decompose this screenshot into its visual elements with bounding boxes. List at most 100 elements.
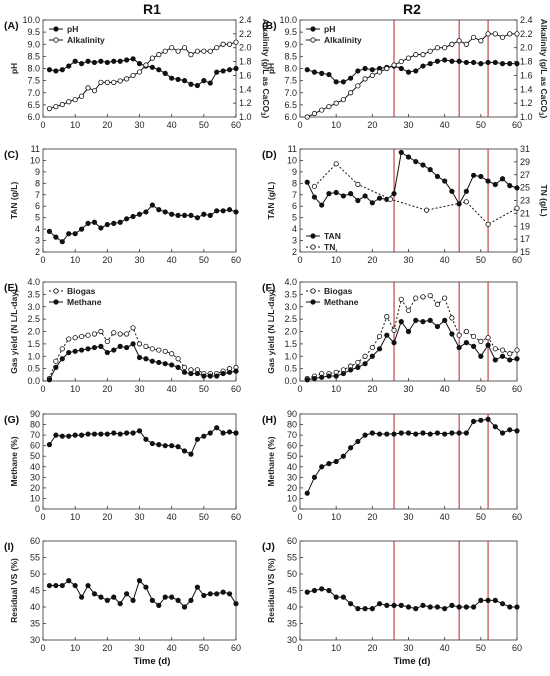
- panel-g: (G)0 10 20 30 40 50 600102030405060708090Metha…: [4, 409, 241, 522]
- column-title-r1: R1: [143, 1, 161, 17]
- data-point: [143, 584, 149, 590]
- data-point: [169, 351, 175, 357]
- data-point: [319, 107, 325, 113]
- data-point: [162, 348, 168, 354]
- x-tick-label: 20: [102, 643, 112, 653]
- data-point: [111, 58, 117, 64]
- data-point: [507, 357, 513, 363]
- data-point: [369, 344, 375, 351]
- data-point: [434, 604, 441, 610]
- y2-tick-label: 2.4: [239, 15, 252, 25]
- y-axis-title: TAN (g/L): [9, 182, 19, 220]
- data-point: [226, 429, 233, 435]
- data-point: [124, 331, 130, 337]
- data-point: [226, 591, 233, 597]
- data-point: [175, 212, 181, 218]
- data-point: [470, 343, 477, 349]
- data-point: [156, 207, 162, 213]
- x-tick-label: 30: [403, 255, 413, 265]
- x-tick-label: 50: [199, 120, 209, 130]
- y-tick-label: 5: [35, 213, 40, 223]
- data-point: [449, 41, 455, 47]
- data-point: [355, 438, 361, 445]
- y-tick-label: 30: [30, 472, 40, 482]
- data-point: [348, 90, 354, 96]
- y-tick-label: 0.5: [284, 364, 297, 374]
- data-point: [66, 577, 72, 584]
- data-point: [201, 48, 207, 54]
- data-point: [514, 428, 520, 434]
- data-point: [311, 474, 318, 480]
- data-point: [304, 114, 310, 120]
- data-point: [85, 85, 91, 91]
- y2-tick-label: 25: [520, 183, 530, 193]
- series-ph: [304, 57, 520, 85]
- data-point: [514, 347, 520, 353]
- data-point: [98, 79, 104, 85]
- data-point: [492, 31, 498, 37]
- y-tick-label: 70: [30, 430, 40, 440]
- x-tick-label: 0: [297, 384, 302, 394]
- data-point: [340, 79, 346, 85]
- data-point: [53, 582, 59, 589]
- y-tick-label: 60: [30, 441, 40, 451]
- data-point: [181, 45, 188, 51]
- x-tick-label: 30: [134, 643, 144, 653]
- data-point: [194, 436, 200, 442]
- y-tick-label: 1.5: [284, 339, 297, 349]
- data-point: [449, 430, 455, 436]
- series-line: [49, 427, 237, 455]
- series-tan: [46, 202, 239, 245]
- data-point: [485, 597, 491, 604]
- y-tick-label: 9: [35, 167, 40, 177]
- legend-label: Methane: [324, 297, 359, 307]
- y-tick-label: 40: [287, 462, 297, 472]
- panel-letter: (C): [4, 149, 19, 161]
- y-tick-label: 6: [35, 201, 40, 211]
- y-tick-label: 4: [35, 224, 40, 234]
- y-tick-label: 0.0: [284, 376, 297, 386]
- y-tick-label: 60: [287, 441, 297, 451]
- y-tick-label: 55: [30, 553, 40, 563]
- y2-tick-label: 2.2: [239, 29, 252, 39]
- data-point: [91, 591, 98, 597]
- data-point: [405, 69, 412, 75]
- data-point: [348, 601, 354, 607]
- data-point: [405, 430, 412, 436]
- legend-marker: [310, 26, 316, 32]
- data-point: [188, 52, 194, 58]
- data-point: [214, 425, 220, 431]
- y2-tick-label: 27: [520, 170, 530, 180]
- data-point: [59, 356, 65, 362]
- data-point: [398, 602, 404, 608]
- data-point: [149, 358, 155, 364]
- data-point: [136, 428, 143, 434]
- data-point: [405, 328, 412, 335]
- data-point: [143, 343, 149, 349]
- legend-marker: [53, 26, 59, 32]
- data-point: [485, 178, 491, 184]
- y2-tick-label: 2.0: [239, 43, 252, 53]
- data-point: [220, 589, 226, 595]
- data-point: [201, 433, 207, 439]
- y-axis-title: Residual VS (%): [9, 558, 19, 623]
- data-point: [136, 577, 143, 584]
- y-tick-label: 2: [35, 247, 40, 257]
- data-point: [326, 191, 332, 197]
- data-point: [46, 442, 53, 448]
- x-tick-label: 0: [40, 512, 45, 522]
- data-point: [362, 606, 368, 612]
- y-tick-label: 45: [30, 586, 40, 596]
- data-point: [384, 65, 390, 72]
- y-axis-title: pH: [266, 63, 276, 74]
- data-point: [478, 173, 484, 180]
- data-point: [398, 318, 404, 325]
- y-tick-label: 8.5: [27, 51, 40, 61]
- y-tick-label: 0.5: [27, 364, 40, 374]
- data-point: [348, 191, 354, 197]
- data-point: [405, 604, 412, 610]
- data-point: [478, 338, 484, 344]
- data-point: [117, 601, 123, 607]
